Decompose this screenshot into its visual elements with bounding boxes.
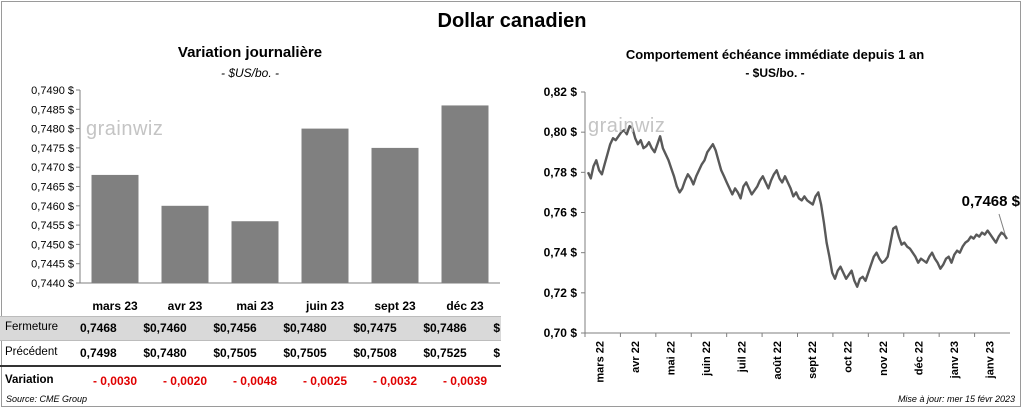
table-cell: - 0,0030 [80,374,150,388]
line-x-tick-label: sept 22 [807,341,819,379]
cell-value: 0,7480 [150,346,187,360]
source-note: Source: CME Group [6,394,87,404]
bar-y-tick-label: 0,7440 $ [31,278,74,290]
bar-category-label: mars 23 [92,299,138,313]
bar-category-label: sept 23 [374,299,416,313]
cell-value: 0,7498 [80,346,117,360]
row-label: Fermeture [5,321,58,333]
line-x-tick-label: août 22 [772,341,784,380]
bar-y-tick-label: 0,7470 $ [31,162,74,174]
table-cell: - 0,0025 [290,374,360,388]
bar-1 [92,175,139,283]
line-x-tick-label: avr 22 [630,341,642,373]
cell-value: 0,7505 [290,346,327,360]
cell-unit: $ [353,346,360,360]
cell-value: 0,7468 [80,321,117,335]
bar-5 [372,148,419,283]
table-cell: - 0,0048 [220,374,290,388]
line-x-tick-label: déc 22 [913,341,925,375]
line-x-tick-label: janv 23 [984,341,996,379]
bar-y-tick-label: 0,7480 $ [31,124,74,136]
row-label: Précédent [5,346,57,358]
line-x-tick-label: mars 22 [595,341,607,383]
bar-y-tick-label: 0,7465 $ [31,182,74,194]
line-x-tick-label: juil 22 [736,341,748,373]
bar-y-tick-label: 0,7445 $ [31,259,74,271]
bar-6 [442,105,489,283]
bar-y-tick-label: 0,7485 $ [31,104,74,116]
bar-y-tick-label: 0,7475 $ [31,143,74,155]
line-y-tick-label: 0,80 $ [544,125,578,139]
line-x-tick-label: juin 22 [701,341,713,377]
cell-value: 0,7486 [430,321,467,335]
watermark-left: grainwiz [86,118,163,141]
bar-y-tick-label: 0,7490 $ [31,85,74,97]
cell-value: 0,7460 [150,321,187,335]
line-y-tick-label: 0,74 $ [544,246,578,260]
bar-category-label: juin 23 [305,299,344,313]
bar-2 [162,206,209,283]
cell-value: 0,7508 [360,346,397,360]
cell-unit: $ [213,346,220,360]
cell-value: 0,7475 [360,321,397,335]
line-x-tick-label: janv 23 [949,341,961,379]
bar-4 [302,129,349,283]
row-label: Variation [5,374,54,386]
cell-unit: $ [353,321,360,335]
last-value-label: 0,7468 $ [962,193,1021,210]
cell-unit: $ [493,346,500,360]
cell-unit: $ [423,321,430,335]
cell-unit: $ [283,321,290,335]
cell-unit: $ [423,346,430,360]
line-x-tick-label: mai 22 [666,341,678,375]
cell-unit: $ [213,321,220,335]
bar-y-tick-label: 0,7460 $ [31,201,74,213]
bar-y-tick-label: 0,7450 $ [31,239,74,251]
table-cell: - 0,0039 [430,374,500,388]
cell-unit: $ [143,346,150,360]
line-y-tick-label: 0,72 $ [544,286,578,300]
line-y-tick-label: 0,76 $ [544,206,578,220]
line-y-tick-label: 0,78 $ [544,165,578,179]
line-y-tick-label: 0,70 $ [544,326,578,340]
watermark-right: grainwiz [588,115,665,138]
line-series [588,126,1007,287]
table-cell: - 0,0032 [360,374,430,388]
line-x-tick-label: oct 22 [843,341,855,373]
line-y-tick-label: 0,82 $ [544,85,578,99]
bar-category-label: mai 23 [236,299,274,313]
bar-category-label: avr 23 [168,299,203,313]
cell-unit: $ [493,321,500,335]
table-row-variation: Variation - 0,0030- 0,0020- 0,0048- 0,00… [0,370,501,393]
cell-value: 0,7525 [430,346,467,360]
table-cell: - 0,0020 [150,374,220,388]
last-value-leader [999,214,1005,234]
cell-value: 0,7456 [220,321,257,335]
line-x-tick-label: nov 22 [878,341,890,376]
bar-y-tick-label: 0,7455 $ [31,220,74,232]
table-row-close: Fermeture 0,7468 $0,7460 $0,7456 $0,7480 $0,… [0,316,501,341]
bar-3 [232,221,279,283]
bar-category-label: déc 23 [446,299,484,313]
cell-unit: $ [283,346,290,360]
update-note: Mise à jour: mer 15 févr 2023 [830,394,1015,404]
table-row-previous: Précédent 0,7498 $0,7480 $0,7505 $0,7505 $0,… [0,342,501,367]
cell-value: 0,7505 [220,346,257,360]
cell-value: 0,7480 [290,321,327,335]
cell-unit: $ [143,321,150,335]
